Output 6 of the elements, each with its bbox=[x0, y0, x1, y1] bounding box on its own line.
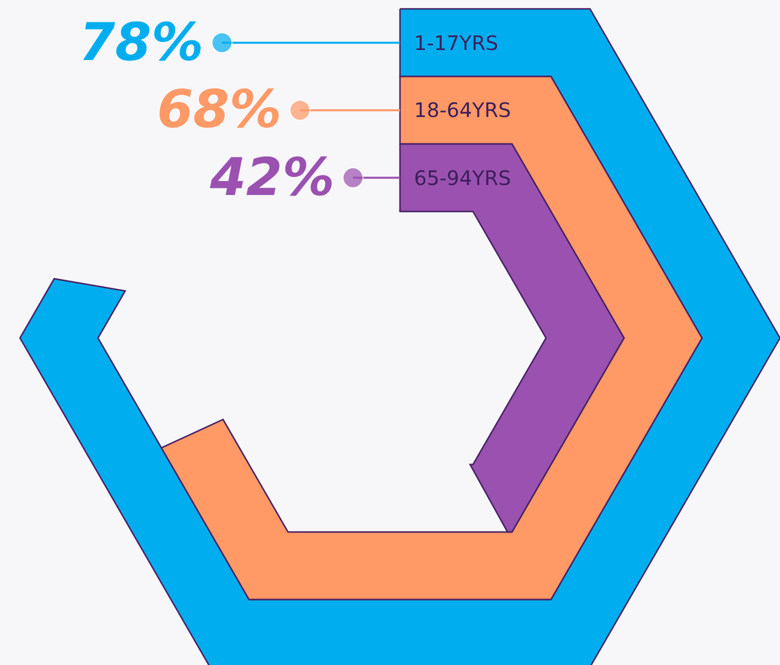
data-label: 42% bbox=[209, 148, 334, 208]
category-label: 18-64YRS bbox=[414, 98, 511, 122]
data-label: 78% bbox=[79, 13, 204, 73]
category-label: 65-94YRS bbox=[414, 166, 511, 190]
data-label: 68% bbox=[157, 80, 282, 140]
category-label: 1-17YRS bbox=[414, 31, 498, 55]
